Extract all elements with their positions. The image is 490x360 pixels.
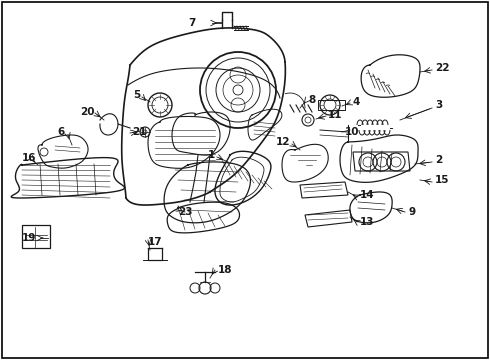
Text: 16: 16 xyxy=(22,153,36,163)
Text: 15: 15 xyxy=(435,175,449,185)
Text: 14: 14 xyxy=(360,190,375,200)
Text: 6: 6 xyxy=(58,127,65,137)
Text: 10: 10 xyxy=(345,127,360,137)
Text: 7: 7 xyxy=(189,18,196,28)
Text: 21: 21 xyxy=(132,127,147,137)
Text: 12: 12 xyxy=(275,137,290,147)
Text: 8: 8 xyxy=(308,95,315,105)
Text: 5: 5 xyxy=(133,90,140,100)
Text: 20: 20 xyxy=(80,107,95,117)
Text: 11: 11 xyxy=(328,110,343,120)
Text: 2: 2 xyxy=(435,155,442,165)
Text: 22: 22 xyxy=(435,63,449,73)
Text: 19: 19 xyxy=(22,233,36,243)
Text: 23: 23 xyxy=(178,207,193,217)
Text: 1: 1 xyxy=(208,150,215,160)
Text: 9: 9 xyxy=(408,207,415,217)
Text: 17: 17 xyxy=(148,237,163,247)
Text: 13: 13 xyxy=(360,217,374,227)
Text: 3: 3 xyxy=(435,100,442,110)
Text: 4: 4 xyxy=(352,97,359,107)
Text: 18: 18 xyxy=(218,265,232,275)
